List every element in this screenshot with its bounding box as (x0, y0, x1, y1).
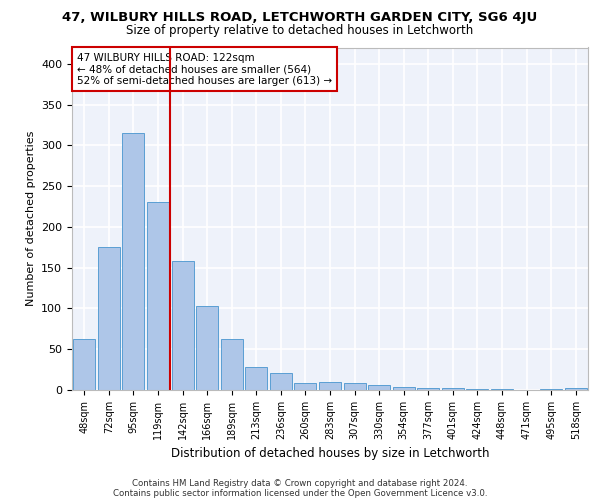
Bar (565, 388, 587, 390)
Bar (270, 373, 292, 390)
Bar (540, 389, 562, 390)
Bar (442, 388, 464, 390)
Bar (122, 133, 145, 390)
Bar (344, 384, 365, 390)
Bar (98, 248, 120, 390)
Bar (295, 382, 316, 390)
Text: Contains HM Land Registry data © Crown copyright and database right 2024.: Contains HM Land Registry data © Crown c… (132, 478, 468, 488)
X-axis label: Distribution of detached houses by size in Letchworth: Distribution of detached houses by size … (171, 448, 489, 460)
Text: Contains public sector information licensed under the Open Government Licence v3: Contains public sector information licen… (113, 488, 487, 498)
Bar (73, 338, 95, 390)
Bar (172, 261, 194, 390)
Bar (392, 386, 415, 390)
Y-axis label: Number of detached properties: Number of detached properties (26, 131, 35, 306)
Bar (196, 306, 218, 390)
Bar (147, 202, 169, 390)
Text: Size of property relative to detached houses in Letchworth: Size of property relative to detached ho… (127, 24, 473, 37)
Bar (417, 388, 439, 390)
Bar (466, 389, 488, 390)
Bar (491, 389, 513, 390)
Bar (221, 340, 243, 390)
Bar (368, 385, 390, 390)
Text: 47 WILBURY HILLS ROAD: 122sqm
← 48% of detached houses are smaller (564)
52% of : 47 WILBURY HILLS ROAD: 122sqm ← 48% of d… (77, 52, 332, 86)
Bar (319, 382, 341, 390)
Bar (245, 367, 268, 390)
Text: 47, WILBURY HILLS ROAD, LETCHWORTH GARDEN CITY, SG6 4JU: 47, WILBURY HILLS ROAD, LETCHWORTH GARDE… (62, 11, 538, 24)
